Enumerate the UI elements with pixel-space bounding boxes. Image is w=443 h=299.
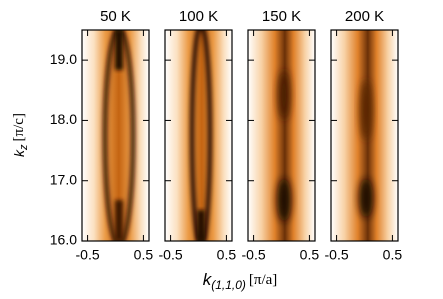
y-tick-label: 17.0 — [50, 171, 77, 187]
y-tick-label: 16.0 — [50, 232, 77, 248]
intensity-map — [331, 30, 398, 241]
x-tick-label: -0.5 — [159, 247, 183, 263]
panel-frame — [81, 29, 150, 242]
intensity-map — [248, 30, 315, 241]
x-axis-symbol: k — [203, 270, 213, 289]
panel-frame — [330, 29, 399, 242]
x-tick-label: 0.5 — [217, 247, 237, 263]
y-axis-subscript: z — [18, 144, 30, 151]
y-axis-unit: [π/c] — [11, 113, 27, 141]
intensity-map — [165, 30, 232, 241]
y-tick-label: 19.0 — [50, 51, 77, 67]
y-axis-label: kz [π/c] — [11, 113, 30, 157]
panel-title: 200 K — [345, 8, 384, 25]
intensity-map — [82, 30, 149, 241]
x-axis-unit: [π/a] — [249, 272, 277, 288]
y-axis-symbol: k — [11, 149, 27, 157]
x-tick-label: 0.5 — [383, 247, 403, 263]
x-tick-label: -0.5 — [242, 247, 266, 263]
x-tick-label: -0.5 — [325, 247, 349, 263]
x-tick-label: 0.5 — [134, 247, 154, 263]
panel-title: 100 K — [179, 8, 218, 25]
panel-title: 150 K — [262, 8, 301, 25]
y-tick-label: 18.0 — [50, 111, 77, 127]
panel-frame — [247, 29, 316, 242]
panel-title: 50 K — [100, 8, 131, 25]
panel-frame — [164, 29, 233, 242]
x-tick-label: 0.5 — [300, 247, 320, 263]
x-axis-label: k(1,1,0) [π/a] — [203, 270, 278, 292]
x-axis-subscript: (1,1,0) — [211, 278, 246, 292]
x-tick-label: -0.5 — [76, 247, 100, 263]
